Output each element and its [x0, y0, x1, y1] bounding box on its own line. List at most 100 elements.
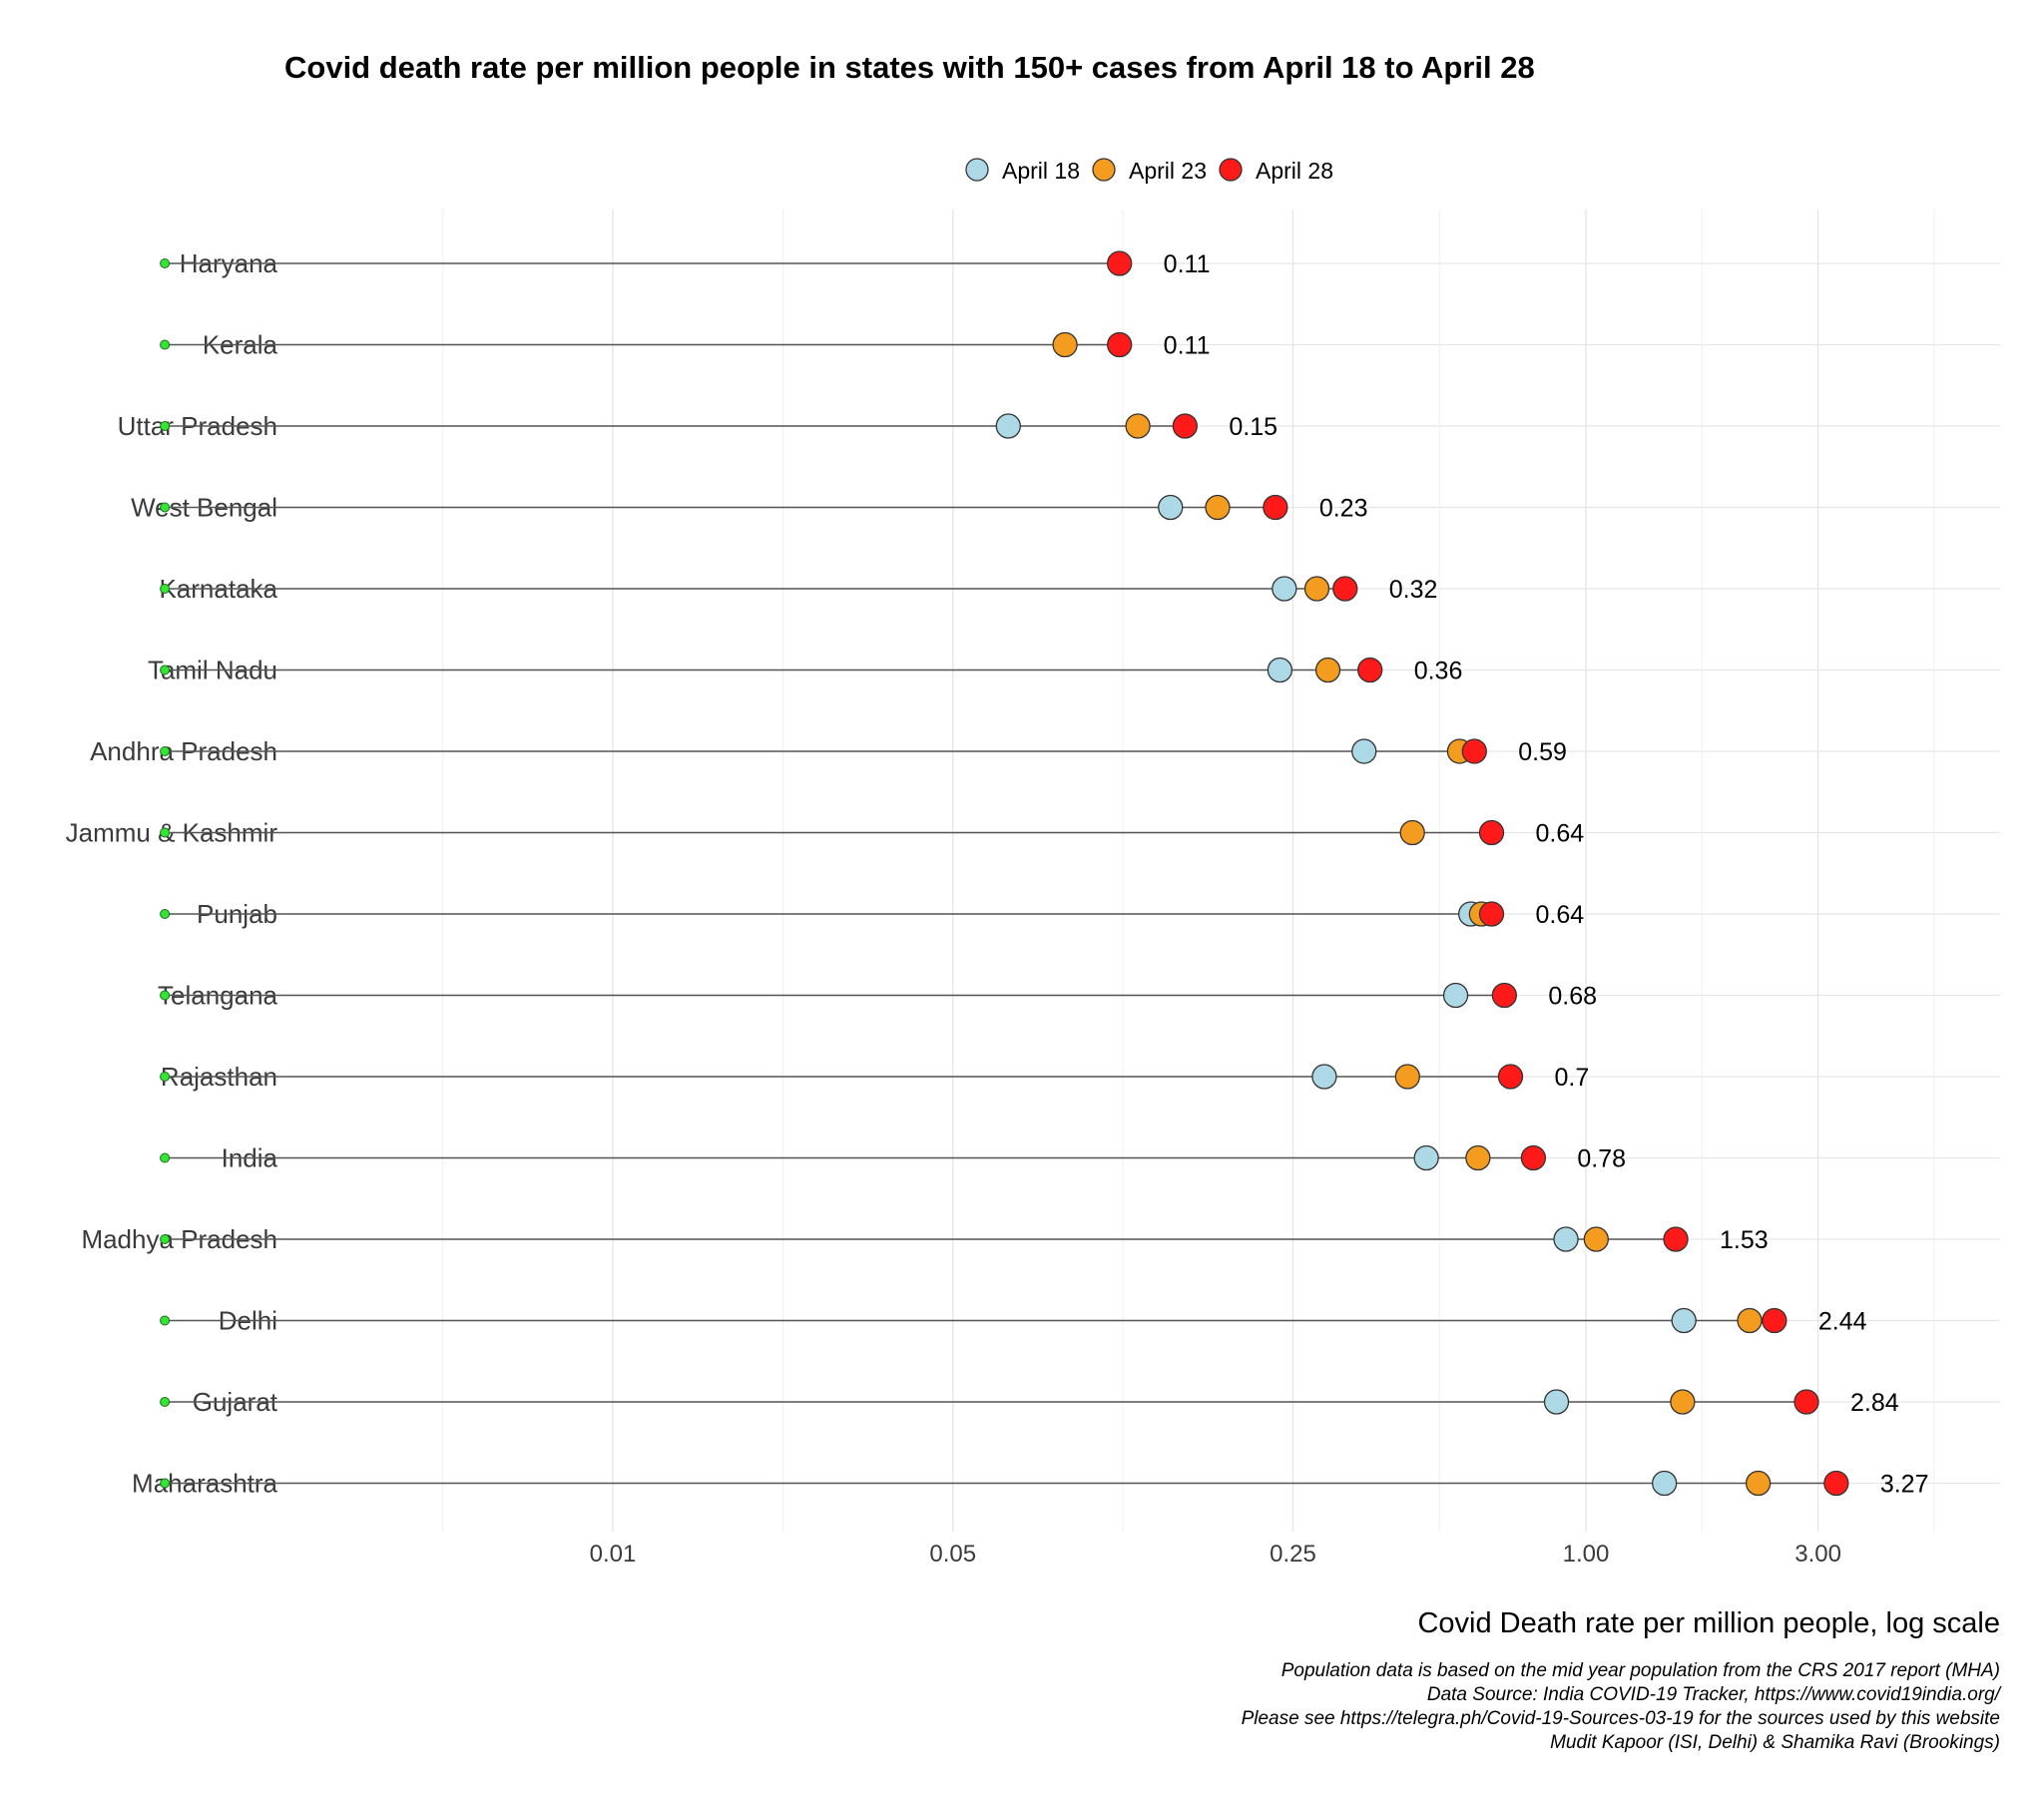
start-point	[160, 1315, 171, 1326]
x-tick-label-3: 0.25	[1270, 1541, 1316, 1568]
point-april-23-maharashtra	[1745, 1470, 1772, 1497]
point-april-18-karnataka	[1272, 576, 1297, 602]
value-label-karnataka: 0.32	[1389, 576, 1438, 604]
value-label-maharashtra: 3.27	[1880, 1471, 1929, 1499]
value-label-india: 0.78	[1577, 1145, 1626, 1173]
start-point	[160, 1234, 171, 1244]
chart-title: Covid death rate per million people in s…	[284, 50, 1535, 85]
start-point	[160, 909, 171, 919]
row-gujarat: Gujarat 2.84	[160, 1387, 1899, 1417]
value-label-andhra-pradesh: 0.59	[1518, 738, 1567, 766]
start-point	[160, 665, 171, 675]
start-point	[160, 746, 171, 756]
value-label-punjab: 0.64	[1536, 901, 1585, 929]
point-april-23-jammu-and-kashmir	[1399, 819, 1425, 846]
legend-label-april-28: April 28	[1256, 158, 1333, 184]
value-label-kerala: 0.11	[1164, 332, 1211, 360]
point-april-18-telangana	[1442, 982, 1469, 1009]
start-point	[160, 1478, 171, 1489]
point-april-18-india	[1413, 1144, 1439, 1171]
point-april-28-jammu-and-kashmir	[1478, 819, 1505, 846]
start-point	[160, 1397, 171, 1407]
point-april-18-uttar-pradesh	[995, 413, 1021, 439]
caption-line-3: Please see https://telegra.ph/Covid-19-S…	[1242, 1708, 2000, 1729]
value-label-west-bengal: 0.23	[1319, 495, 1368, 523]
point-april-18-tamil-nadu	[1267, 657, 1293, 683]
start-point	[160, 502, 171, 513]
point-april-18-madhya-pradesh	[1553, 1226, 1579, 1252]
value-label-rajasthan: 0.7	[1554, 1064, 1589, 1092]
row-madhya-pradesh: Madhya Pradesh 1.53	[81, 1224, 1768, 1254]
row-telangana: Telangana 0.68	[158, 981, 1597, 1011]
legend-marker-april-18	[965, 158, 989, 182]
point-april-28-gujarat	[1793, 1389, 1819, 1415]
start-point	[160, 990, 171, 1001]
start-point	[160, 1152, 171, 1163]
point-april-23-karnataka	[1303, 576, 1330, 602]
legend-marker-april-28	[1219, 158, 1243, 182]
point-april-28-india	[1520, 1144, 1547, 1171]
point-april-28-rajasthan	[1497, 1064, 1524, 1090]
value-label-gujarat: 2.84	[1850, 1389, 1899, 1417]
row-delhi: Delhi 2.44	[160, 1306, 1867, 1336]
value-label-telangana: 0.68	[1548, 983, 1597, 1011]
row-kerala: Kerala 0.11	[160, 330, 1211, 360]
row-maharashtra: Maharashtra 3.27	[132, 1469, 1928, 1499]
caption-line-2: Data Source: India COVID-19 Tracker, htt…	[1427, 1684, 2002, 1705]
row-india: India 0.78	[160, 1143, 1626, 1173]
point-april-23-kerala	[1052, 331, 1078, 358]
point-april-23-india	[1465, 1144, 1491, 1171]
point-april-28-kerala	[1107, 331, 1133, 358]
point-april-23-uttar-pradesh	[1125, 413, 1151, 439]
start-point	[160, 339, 171, 350]
row-karnataka: Karnataka 0.32	[159, 574, 1437, 604]
x-axis-label: Covid Death rate per million people, log…	[1417, 1607, 2000, 1639]
x-tick-label-1: 0.01	[590, 1541, 637, 1568]
point-april-23-madhya-pradesh	[1583, 1226, 1609, 1252]
point-april-18-rajasthan	[1311, 1064, 1337, 1090]
point-april-28-maharashtra	[1823, 1470, 1849, 1497]
point-april-28-telangana	[1491, 982, 1517, 1009]
value-label-madhya-pradesh: 1.53	[1720, 1226, 1769, 1254]
caption-line-4: Mudit Kapoor (ISI, Delhi) & Shamika Ravi…	[1550, 1732, 2000, 1753]
point-april-28-haryana	[1107, 250, 1133, 276]
point-april-28-tamil-nadu	[1357, 657, 1383, 683]
grid-lines	[284, 210, 2000, 1532]
point-april-18-maharashtra	[1652, 1470, 1678, 1497]
row-rajasthan: Rajasthan 0.7	[160, 1062, 1589, 1092]
start-point	[160, 1072, 171, 1082]
row-haryana: Haryana 0.11	[160, 248, 1211, 278]
value-label-uttar-pradesh: 0.15	[1229, 413, 1278, 441]
point-april-28-uttar-pradesh	[1172, 413, 1198, 439]
point-april-23-tamil-nadu	[1314, 657, 1341, 683]
point-april-23-gujarat	[1670, 1389, 1696, 1415]
row-uttar-pradesh: Uttar Pradesh 0.15	[118, 411, 1278, 441]
legend-label-april-23: April 23	[1129, 158, 1207, 184]
point-april-28-punjab	[1478, 901, 1505, 927]
point-april-18-gujarat	[1543, 1389, 1570, 1415]
legend: April 18 April 23 April 28	[965, 158, 1333, 184]
row-andhra-pradesh: Andhra Pradesh 0.59	[90, 736, 1567, 766]
legend-marker-april-23	[1092, 158, 1116, 182]
start-point	[160, 421, 171, 431]
point-april-28-madhya-pradesh	[1663, 1226, 1689, 1252]
row-tamil-nadu: Tamil Nadu 0.36	[148, 656, 1462, 685]
caption: Population data is based on the mid year…	[1242, 1660, 2002, 1753]
x-tick-label-4: 1.00	[1563, 1541, 1610, 1568]
x-tick-label-5: 3.00	[1794, 1541, 1841, 1568]
point-april-18-west-bengal	[1158, 494, 1184, 521]
point-april-23-west-bengal	[1205, 494, 1231, 521]
point-april-18-delhi	[1671, 1307, 1697, 1334]
x-tick-label-2: 0.05	[929, 1541, 976, 1568]
value-label-haryana: 0.11	[1164, 250, 1211, 278]
row-punjab: Punjab 0.64	[160, 899, 1585, 929]
value-label-delhi: 2.44	[1818, 1308, 1867, 1336]
start-point	[160, 827, 171, 838]
point-april-18-andhra-pradesh	[1351, 738, 1377, 764]
legend-label-april-18: April 18	[1002, 158, 1080, 184]
start-point	[160, 584, 171, 594]
value-label-tamil-nadu: 0.36	[1414, 658, 1463, 685]
point-april-28-andhra-pradesh	[1461, 738, 1487, 764]
rows: Haryana 0.11 Kerala 0.11 Uttar Pradesh 0.15 We…	[66, 248, 1929, 1499]
